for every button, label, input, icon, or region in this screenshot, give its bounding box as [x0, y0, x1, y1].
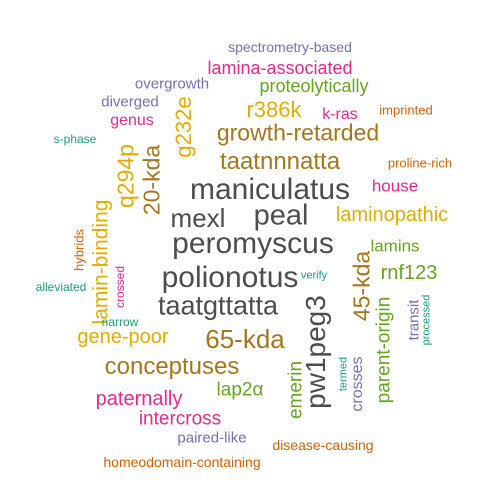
word-r386k: r386k	[246, 97, 302, 122]
word-overgrowth: overgrowth	[134, 75, 210, 93]
word-paternally: paternally	[95, 388, 183, 410]
word-intercross: intercross	[138, 408, 222, 430]
word-65-kda: 65-kda	[205, 324, 285, 354]
word-peromyscus: peromyscus	[172, 227, 334, 260]
word-narrow: narrow	[101, 315, 139, 329]
word-hybrids: hybrids	[71, 229, 87, 271]
word-termed: termed	[337, 356, 350, 392]
word-crossed: crossed	[113, 265, 127, 309]
word-house: house	[371, 176, 419, 196]
word-conceptuses: conceptuses	[104, 353, 240, 380]
word-crosses: crosses	[349, 356, 366, 412]
word-genus: genus	[110, 112, 154, 129]
word-proline-rich: proline-rich	[387, 155, 453, 171]
word-alleviated: alleviated	[35, 280, 87, 294]
word-diverged: diverged	[101, 93, 159, 111]
word-transit: transit	[405, 299, 423, 341]
word-spectrometry-based: spectrometry-based	[228, 39, 352, 55]
word-growth-retarded: growth-retarded	[216, 119, 380, 146]
word-imprinted: imprinted	[379, 102, 433, 118]
word-mexl: mexl	[170, 203, 226, 233]
word-lap2: lap2α	[216, 379, 264, 401]
word-verify: verify	[300, 269, 328, 282]
word-homeodomain-containing: homeodomain-containing	[103, 454, 261, 470]
word-lamina-associated: lamina-associated	[207, 58, 353, 78]
word-maniculatus: maniculatus	[189, 173, 351, 206]
word-processed: processed	[420, 294, 433, 346]
word-paired-like: paired-like	[177, 429, 247, 447]
word-s-phase: s-phase	[53, 132, 97, 146]
word-emerin: emerin	[285, 360, 307, 420]
word-disease-causing: disease-causing	[272, 437, 374, 453]
word-taatgttatta: taatgttatta	[157, 290, 279, 321]
word-parent-origin: parent-origin	[373, 296, 395, 404]
word-g232e: g232e	[171, 96, 196, 158]
word-k-ras: k-ras	[322, 106, 358, 123]
word-20-kda: 20-kda	[138, 144, 165, 216]
word-polionotus: polionotus	[161, 261, 299, 294]
word-taatnnnatta: taatnnnatta	[219, 148, 341, 175]
word-proteolytically: proteolytically	[259, 76, 369, 96]
word-laminopathic: laminopathic	[335, 204, 449, 226]
word-lamins: lamins	[370, 236, 420, 256]
word-peal: peal	[253, 199, 309, 232]
word-45-kda: 45-kda	[348, 250, 375, 322]
word-rnf123: rnf123	[380, 262, 438, 284]
word-gene-poor: gene-poor	[77, 326, 169, 348]
word-q294p: q294p	[112, 144, 139, 208]
word-lamin-binding: lamin-binding	[89, 199, 113, 325]
